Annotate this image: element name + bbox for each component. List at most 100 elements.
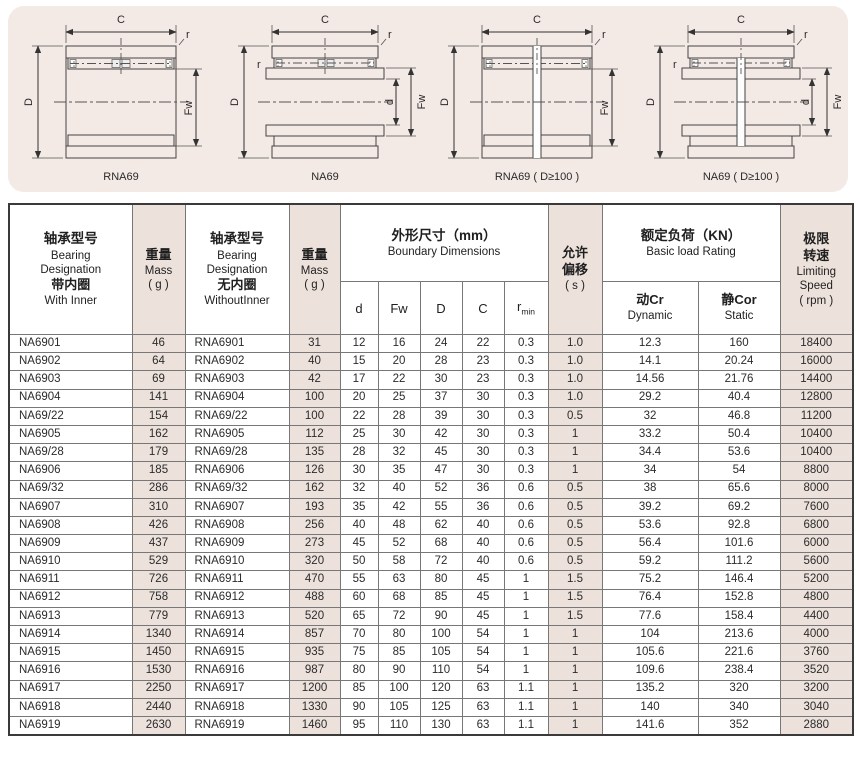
cell-cor: 54 — [697, 461, 781, 481]
cell-speed: 10400 — [779, 443, 854, 463]
cell-mass-rna: 100 — [288, 388, 341, 408]
cell-rna: RNA6918 — [184, 697, 290, 717]
header-limiting-speed: 极限 转速 Limiting Speed ( rpm ) — [779, 203, 854, 335]
diagram-caption: RNA69 — [103, 171, 138, 183]
cell-d: 40 — [339, 515, 379, 536]
cell-rmin: 0.6 — [503, 515, 549, 536]
header-text: ( s ) — [565, 280, 585, 293]
cell-C: 23 — [461, 370, 505, 390]
table-row: NA69/28 179 RNA69/28 135 28 32 45 30 0.3 1 34.4 53.… — [8, 443, 854, 463]
cell-cr: 14.56 — [601, 370, 699, 390]
cell-cr: 140 — [601, 697, 699, 717]
cell-fw: 28 — [377, 406, 421, 426]
header-mass-2: 重量 Mass ( g ) — [288, 203, 341, 335]
cell-speed: 6000 — [779, 534, 854, 554]
cell-na: NA6910 — [8, 552, 133, 572]
header-text: C — [478, 300, 488, 316]
cell-mass-rna: 987 — [288, 661, 341, 681]
dim-label-r-inner: r — [257, 59, 261, 71]
cell-cor: 213.6 — [697, 624, 781, 645]
cell-s: 1 — [547, 679, 603, 699]
cell-rna: RNA6913 — [184, 606, 290, 627]
cell-na: NA6913 — [8, 606, 133, 627]
cell-rmin: 0.3 — [503, 443, 549, 463]
dim-label-c: C — [117, 14, 125, 26]
cell-mass-na: 726 — [131, 570, 186, 590]
cell-cor: 101.6 — [697, 534, 781, 554]
cell-rna: RNA6916 — [184, 661, 290, 681]
table-body: NA6901 46 RNA6901 31 12 16 24 22 0.3 1.0 12.3 160 18… — [8, 333, 854, 736]
cell-cr: 14.1 — [601, 352, 699, 372]
cell-s: 1.0 — [547, 388, 603, 408]
cell-cr: 53.6 — [601, 515, 699, 536]
cell-cor: 238.4 — [697, 661, 781, 681]
header-text: Static — [724, 310, 754, 323]
cell-mass-na: 2630 — [131, 715, 186, 736]
cell-fw: 80 — [377, 624, 421, 645]
cell-mass-na: 426 — [131, 515, 186, 536]
diagram-caption: NA69 — [311, 171, 339, 183]
header-text: 极限 — [803, 231, 830, 247]
cell-speed: 5200 — [779, 570, 854, 590]
cell-cor: 21.76 — [697, 370, 781, 390]
cell-d: 35 — [339, 497, 379, 517]
cell-fw: 105 — [377, 697, 421, 717]
cell-mass-rna: 520 — [288, 606, 341, 627]
cell-cor: 69.2 — [697, 497, 781, 517]
table-row: NA6907 310 RNA6907 193 35 42 55 36 0.6 0.5 39.2 69.… — [8, 497, 854, 517]
cell-fw: 20 — [377, 352, 421, 372]
header-text: Mass — [144, 264, 173, 277]
cell-fw: 110 — [377, 715, 421, 736]
cell-fw: 40 — [377, 479, 421, 499]
cell-s: 1.5 — [547, 588, 603, 608]
cell-speed: 4800 — [779, 588, 854, 608]
cell-mass-na: 310 — [131, 497, 186, 517]
header-text: D — [436, 300, 446, 316]
diagram-panel: C D — [8, 6, 848, 192]
cell-rna: RNA6901 — [184, 333, 290, 354]
cell-D: 62 — [419, 515, 463, 536]
cell-mass-rna: 162 — [288, 479, 341, 499]
cell-C: 40 — [461, 515, 505, 536]
bearing-cross-section-rna69: C D — [23, 14, 202, 183]
cell-rna: RNA6909 — [184, 534, 290, 554]
cell-speed: 5600 — [779, 552, 854, 572]
cell-rmin: 0.6 — [503, 497, 549, 517]
cell-speed: 11200 — [779, 406, 854, 426]
dim-label-D: D — [229, 98, 241, 106]
header-text: Bearing — [50, 249, 91, 262]
table-row: NA6902 64 RNA6902 40 15 20 28 23 0.3 1.0 14.1 20.24… — [8, 352, 854, 372]
dim-label-d: d — [800, 99, 812, 105]
cell-d: 60 — [339, 588, 379, 608]
cell-D: 72 — [419, 552, 463, 572]
cell-D: 39 — [419, 406, 463, 426]
cell-speed: 14400 — [779, 370, 854, 390]
cell-D: 45 — [419, 443, 463, 463]
diagram-caption: NA69 ( D≥100 ) — [703, 171, 779, 183]
cell-mass-na: 286 — [131, 479, 186, 499]
cell-D: 80 — [419, 570, 463, 590]
table-row: NA6904 141 RNA6904 100 20 25 37 30 0.3 1.0 29.2 40.… — [8, 388, 854, 408]
cell-C: 45 — [461, 588, 505, 608]
cell-mass-rna: 126 — [288, 461, 341, 481]
cell-mass-rna: 135 — [288, 443, 341, 463]
cell-rmin: 1 — [503, 588, 549, 608]
cell-C: 63 — [461, 679, 505, 699]
cell-speed: 6800 — [779, 515, 854, 536]
cell-rmin: 0.3 — [503, 424, 549, 445]
cell-s: 1.5 — [547, 570, 603, 590]
cell-rna: RNA6903 — [184, 370, 290, 390]
cell-s: 0.5 — [547, 479, 603, 499]
cell-rmin: 1 — [503, 661, 549, 681]
header-text: WithoutInner — [204, 295, 270, 308]
cell-mass-rna: 1200 — [288, 679, 341, 699]
cell-d: 12 — [339, 333, 379, 354]
bearing-diagram-rna69: C D — [12, 8, 220, 188]
cell-D: 68 — [419, 534, 463, 554]
cell-C: 30 — [461, 424, 505, 445]
cell-d: 55 — [339, 570, 379, 590]
cell-d: 85 — [339, 679, 379, 699]
bearing-table: 轴承型号 Bearing Designation 带内圈 With Inner … — [8, 203, 855, 737]
cell-C: 63 — [461, 715, 505, 736]
